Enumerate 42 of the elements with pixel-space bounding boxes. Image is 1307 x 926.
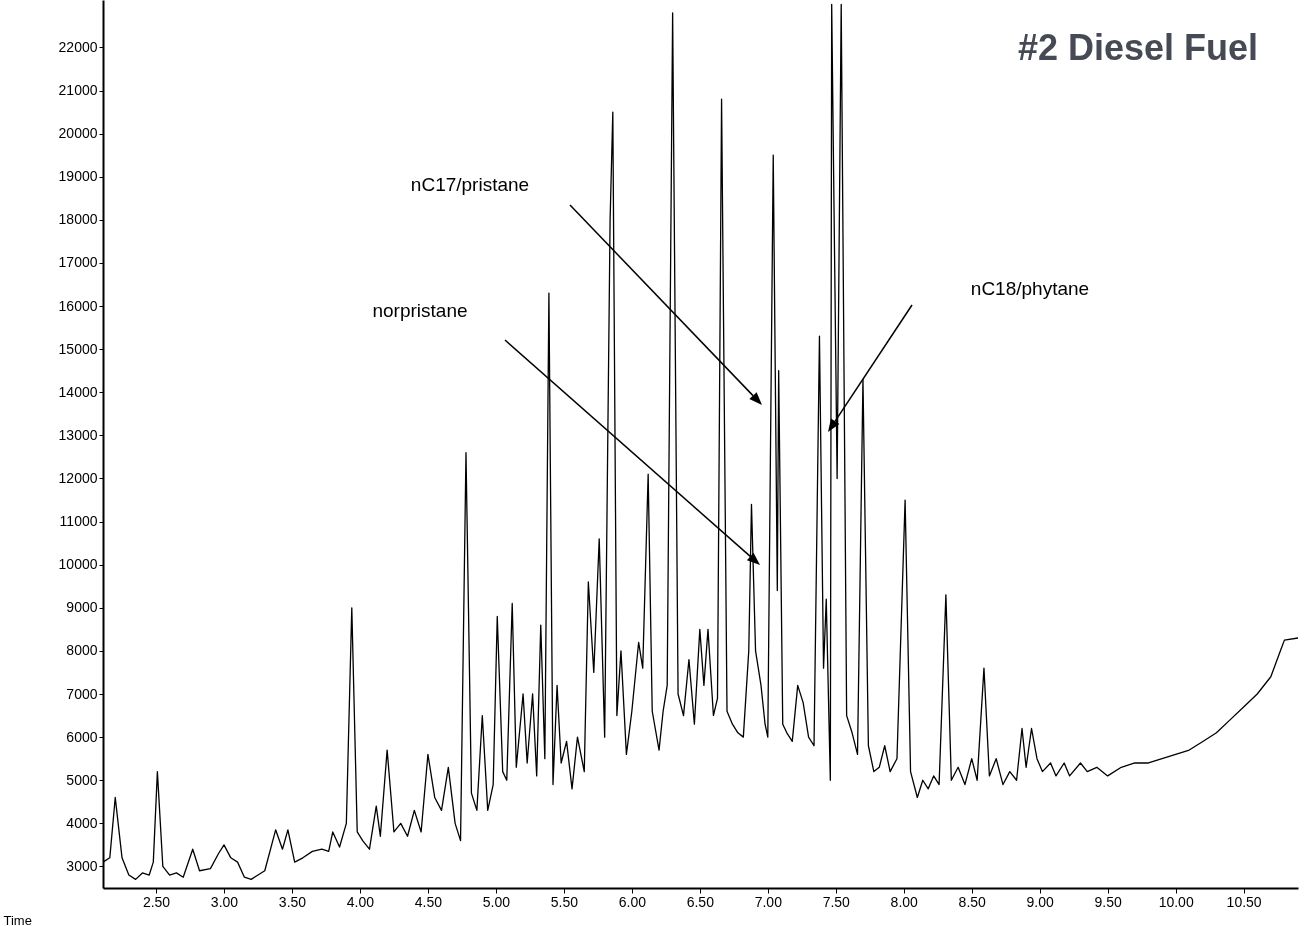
x-tick-label: 9.50	[1094, 893, 1123, 910]
x-tick-label: 4.00	[346, 893, 375, 910]
x-tick-label: 8.50	[958, 893, 987, 910]
x-tick-label: 2.50	[142, 893, 171, 910]
y-tick-label: 12000	[58, 469, 98, 486]
y-tick-label: 20000	[58, 125, 98, 142]
x-axis-title: Time	[3, 912, 32, 926]
y-tick-label: 22000	[58, 38, 98, 55]
y-tick-label: 13000	[58, 426, 98, 443]
x-tick-label: 6.50	[686, 893, 715, 910]
y-tick-label: 6000	[66, 728, 98, 745]
annotation: nC18/phytane	[970, 278, 1090, 300]
y-tick-label: 8000	[66, 642, 98, 659]
annotation: nC17/pristane	[410, 174, 530, 196]
annotation: norpristane	[372, 300, 468, 322]
y-tick-label: 4000	[66, 814, 98, 831]
x-tick-label: 10.00	[1158, 893, 1194, 910]
y-tick-label: 14000	[58, 383, 98, 400]
x-tick-label: 7.50	[822, 893, 851, 910]
y-tick-label: 18000	[58, 211, 98, 228]
x-tick-label: 3.50	[278, 893, 307, 910]
x-tick-label: 5.50	[550, 893, 579, 910]
x-tick-label: 10.50	[1226, 893, 1262, 910]
y-tick-label: 11000	[59, 513, 98, 530]
x-tick-label: 9.00	[1026, 893, 1055, 910]
x-tick-label: 5.00	[482, 893, 511, 910]
y-tick-label: 10000	[58, 556, 98, 573]
text: #2 Diesel Fuel	[1017, 27, 1258, 68]
y-tick-label: 5000	[66, 771, 98, 788]
y-tick-label: 17000	[58, 254, 98, 271]
x-tick-label: 3.00	[210, 893, 239, 910]
y-tick-label: 9000	[66, 599, 98, 616]
y-tick-label: 16000	[58, 297, 98, 314]
x-tick-label: 7.00	[754, 893, 783, 910]
x-tick-label: 6.00	[618, 893, 647, 910]
y-tick-label: 7000	[66, 685, 98, 702]
y-tick-label: 15000	[58, 340, 98, 357]
y-tick-label: 19000	[58, 168, 98, 185]
x-tick-label: 8.00	[890, 893, 919, 910]
y-tick-label: 3000	[66, 857, 98, 874]
y-tick-label: 21000	[58, 82, 98, 99]
x-tick-label: 4.50	[414, 893, 443, 910]
